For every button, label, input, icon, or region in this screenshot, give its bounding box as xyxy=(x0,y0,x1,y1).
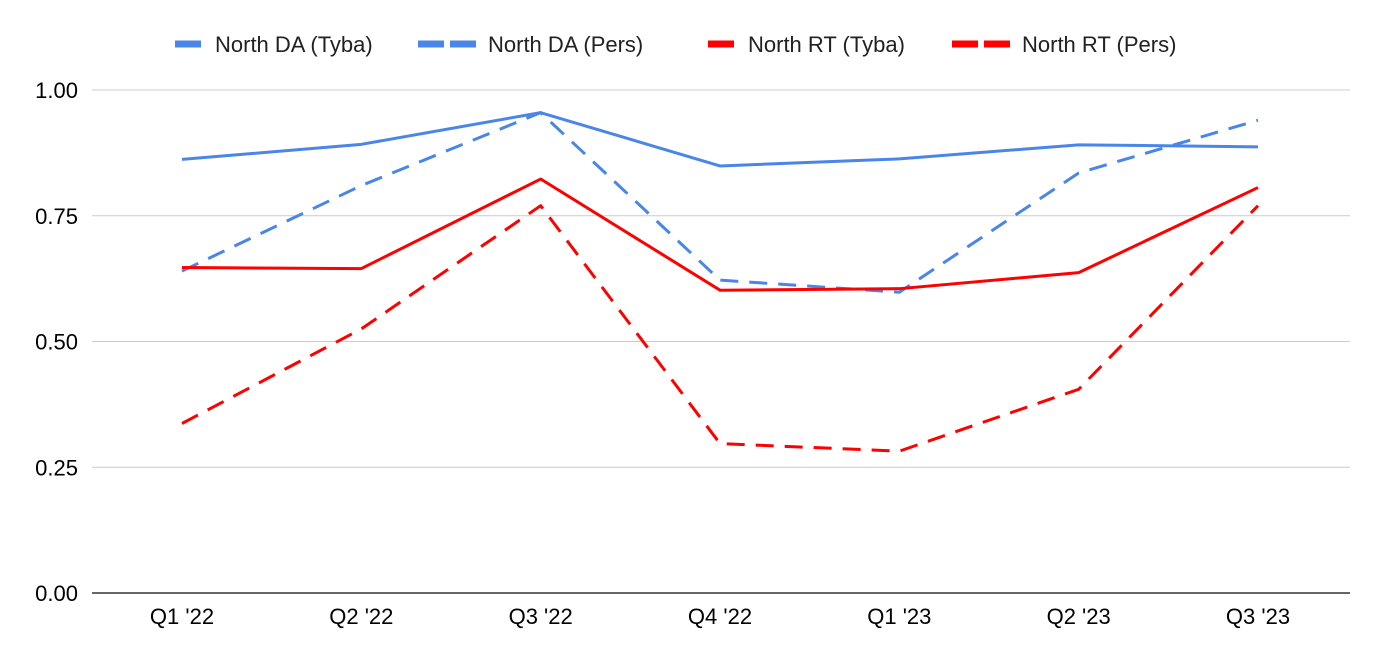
data-point-north-rt-tyba xyxy=(179,265,185,271)
legend-label: North DA (Tyba) xyxy=(215,32,373,57)
series-line-north-da-pers xyxy=(181,111,1259,294)
data-point-north-da-tyba xyxy=(358,141,364,147)
data-point-north-rt-pers xyxy=(1076,386,1082,392)
data-point-north-da-tyba xyxy=(896,156,902,162)
y-tick-label: 0.75 xyxy=(35,204,78,229)
legend-item-north-rt-pers: North RT (Pers) xyxy=(952,32,1176,57)
series-line-north-da-tyba xyxy=(181,111,1259,168)
series-line-north-rt-tyba xyxy=(181,177,1259,292)
legend-item-north-da-tyba: North DA (Tyba) xyxy=(175,32,373,57)
data-point-north-rt-tyba xyxy=(358,266,364,272)
data-point-north-da-tyba xyxy=(1076,142,1082,148)
data-point-north-da-tyba xyxy=(1255,144,1261,150)
legend-label: North RT (Tyba) xyxy=(748,32,905,57)
legend-item-north-rt-tyba: North RT (Tyba) xyxy=(708,32,905,57)
data-point-north-rt-pers xyxy=(358,326,364,332)
data-point-north-rt-tyba xyxy=(717,287,723,293)
data-point-north-da-pers xyxy=(717,277,723,283)
x-tick-label: Q1 '23 xyxy=(867,604,931,629)
x-tick-label: Q3 '23 xyxy=(1226,604,1290,629)
y-tick-label: 0.50 xyxy=(35,330,78,355)
data-point-north-da-tyba xyxy=(717,163,723,169)
data-point-north-rt-pers xyxy=(538,203,544,209)
plot-area xyxy=(179,110,1261,454)
y-axis: 0.00 0.25 0.50 0.75 1.00 xyxy=(35,78,78,606)
data-point-north-rt-pers xyxy=(1255,203,1261,209)
y-tick-label: 0.25 xyxy=(35,455,78,480)
data-point-north-da-pers xyxy=(1255,117,1261,123)
legend-item-north-da-pers: North DA (Pers) xyxy=(418,32,643,57)
legend-label: North RT (Pers) xyxy=(1022,32,1176,57)
data-point-north-da-pers xyxy=(1076,170,1082,176)
data-point-north-rt-tyba xyxy=(538,176,544,182)
data-point-north-da-pers xyxy=(358,183,364,189)
data-point-north-da-pers xyxy=(538,110,544,116)
x-tick-label: Q2 '22 xyxy=(329,604,393,629)
x-tick-label: Q4 '22 xyxy=(688,604,752,629)
series-line-north-rt-pers xyxy=(181,204,1260,453)
data-point-north-da-tyba xyxy=(179,156,185,162)
x-tick-label: Q2 '23 xyxy=(1047,604,1111,629)
y-tick-label: 0.00 xyxy=(35,581,78,606)
gridlines xyxy=(92,89,1350,594)
data-point-north-rt-tyba xyxy=(896,286,902,292)
legend: North DA (Tyba) North DA (Pers) North RT (… xyxy=(175,32,1176,57)
legend-label: North DA (Pers) xyxy=(488,32,643,57)
data-point-north-rt-tyba xyxy=(1076,270,1082,276)
x-tick-label: Q1 '22 xyxy=(150,604,214,629)
data-point-north-rt-pers xyxy=(896,448,902,454)
x-axis: Q1 '22 Q2 '22 Q3 '22 Q4 '22 Q1 '23 Q2 '23 Q3 '… xyxy=(150,604,1290,629)
x-tick-label: Q3 '22 xyxy=(509,604,573,629)
data-point-north-rt-pers xyxy=(717,441,723,447)
y-tick-label: 1.00 xyxy=(35,78,78,103)
data-point-north-rt-tyba xyxy=(1255,185,1261,191)
data-point-north-rt-pers xyxy=(179,420,185,426)
